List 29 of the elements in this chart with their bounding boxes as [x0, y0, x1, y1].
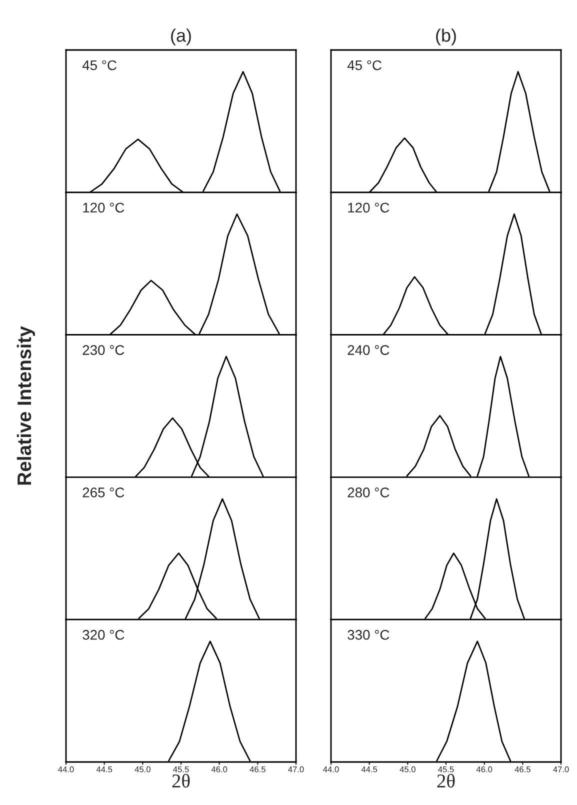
x-tick-label: 47.0: [553, 766, 569, 772]
x-tick-label: 46.5: [250, 766, 266, 772]
text: 230 °C: [82, 345, 124, 355]
text: 330 °C: [348, 630, 390, 640]
text: 120 °C: [83, 202, 124, 213]
text: 240 °C: [348, 345, 390, 355]
chart-title: (b): [436, 28, 456, 46]
x-tick-label: 44.0: [323, 766, 339, 772]
x-tick-label: 45.5: [173, 766, 189, 772]
y-axis-title: Relative Intensity: [16, 326, 36, 485]
text: 45 °C: [347, 60, 382, 70]
x-tick-label: 45.5: [438, 766, 454, 772]
x-tick-label: 47.0: [288, 766, 304, 772]
text: 265 °C: [82, 488, 124, 498]
text: 45 °C: [82, 60, 116, 70]
x-tick-label: 46.5: [514, 766, 530, 772]
text: 320 °C: [82, 630, 124, 640]
text: 120 °C: [348, 202, 390, 213]
x-tick-label: 44.0: [58, 766, 74, 772]
x-axis-title: 2θ: [437, 774, 455, 788]
x-tick-label: 46.0: [476, 766, 492, 772]
x-tick-label: 45.0: [134, 766, 150, 772]
x-tick-label: 44.5: [96, 766, 112, 772]
x-tick-label: 46.0: [211, 766, 228, 772]
x-tick-label: 44.5: [361, 766, 378, 772]
chart-title: (a): [171, 28, 191, 46]
x-tick-label: 45.0: [400, 766, 416, 772]
x-axis-title: 2θ: [172, 774, 190, 788]
text: 280 °C: [348, 488, 390, 498]
